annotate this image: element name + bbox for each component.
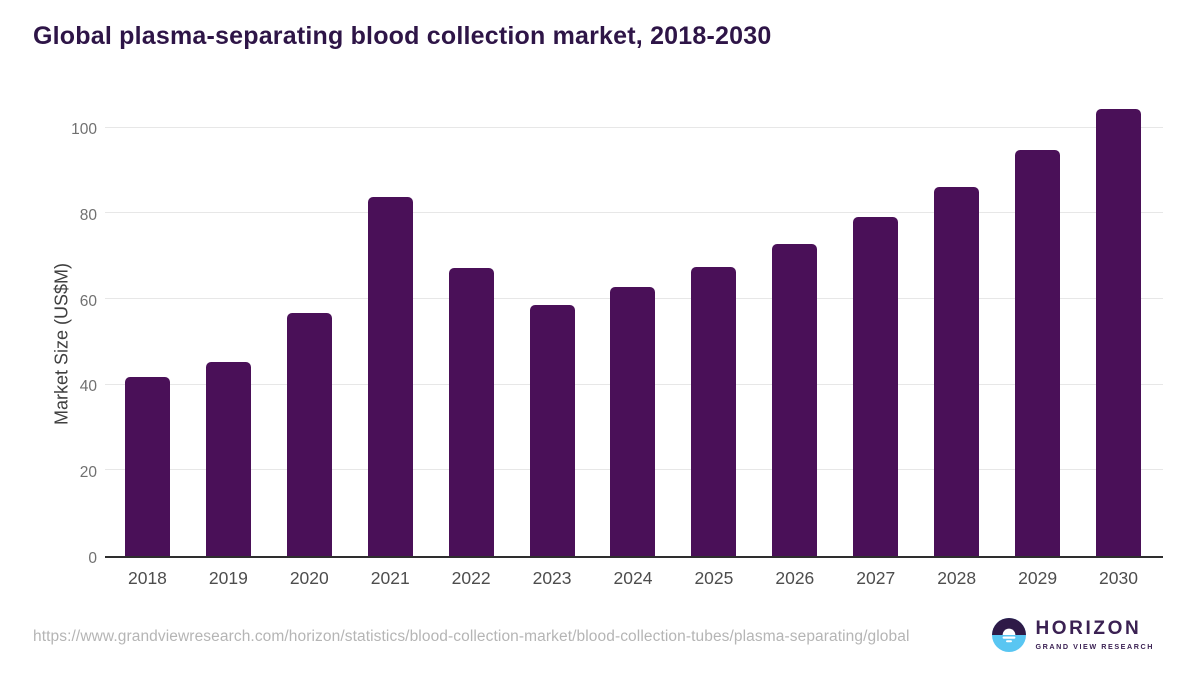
- x-label-2019: 2019: [208, 568, 248, 588]
- logo-subtitle: GRAND VIEW RESEARCH: [1035, 641, 1154, 651]
- x-label-2027: 2027: [856, 568, 896, 588]
- bar-column-2018: [107, 98, 188, 556]
- horizon-logo: HORIZON GRAND VIEW RESEARCH: [992, 618, 1154, 652]
- bar-column-2022: [431, 98, 512, 556]
- bar-column-2020: [269, 98, 350, 556]
- bar-2024: [610, 287, 656, 556]
- x-label-2021: 2021: [370, 568, 410, 588]
- horizon-sunset-icon: [992, 618, 1027, 652]
- y-tick-0: 0: [88, 549, 97, 567]
- bar-column-2029: [997, 98, 1078, 556]
- x-label-2023: 2023: [532, 568, 572, 588]
- bar-column-2021: [350, 98, 431, 556]
- logo-text: HORIZON GRAND VIEW RESEARCH: [1035, 618, 1154, 651]
- bar-2030: [1096, 109, 1142, 556]
- bar-2029: [1015, 150, 1061, 556]
- gridline-80: [105, 212, 1163, 214]
- x-label-2020: 2020: [289, 568, 329, 588]
- x-label-2030: 2030: [1099, 568, 1138, 588]
- y-tick-40: 40: [79, 377, 97, 395]
- chart-title: Global plasma-separating blood collectio…: [33, 22, 772, 50]
- bar-2021: [367, 196, 413, 556]
- x-axis-labels: 2018 2019 2020 2021 2022 2023 2024 2025 2026 2027…: [105, 568, 1163, 589]
- y-tick-80: 80: [79, 206, 97, 224]
- x-label-2024: 2024: [613, 568, 653, 588]
- y-axis-ticks: 0 20 40 60 80 100: [0, 98, 97, 565]
- bar-column-2028: [916, 98, 997, 556]
- bar-2026: [772, 244, 818, 556]
- y-tick-20: 20: [79, 463, 97, 481]
- bar-2025: [691, 267, 737, 556]
- source-url: https://www.grandviewresearch.com/horizo…: [33, 628, 910, 645]
- bar-column-2026: [754, 98, 835, 556]
- bar-column-2019: [188, 98, 269, 556]
- bar-column-2025: [673, 98, 754, 556]
- bar-2020: [286, 313, 332, 556]
- logo-name: HORIZON: [1035, 618, 1142, 640]
- bar-column-2023: [512, 98, 593, 556]
- bar-2028: [934, 186, 980, 556]
- y-tick-60: 60: [79, 292, 97, 310]
- x-label-2028: 2028: [937, 568, 977, 588]
- bar-column-2030: [1078, 98, 1159, 556]
- bar-2027: [853, 217, 899, 556]
- bar-column-2024: [593, 98, 674, 556]
- bar-2022: [448, 267, 494, 556]
- plot-area: [105, 98, 1163, 558]
- y-tick-100: 100: [71, 120, 97, 138]
- bar-2019: [205, 362, 251, 556]
- bar-column-2027: [835, 98, 916, 556]
- x-label-2022: 2022: [451, 568, 491, 588]
- bar-2023: [529, 305, 575, 556]
- x-label-2018: 2018: [127, 568, 167, 588]
- gridline-100: [105, 126, 1163, 128]
- x-label-2026: 2026: [775, 568, 815, 588]
- x-label-2025: 2025: [694, 568, 734, 588]
- bar-2018: [124, 377, 170, 556]
- x-label-2029: 2029: [1018, 568, 1058, 588]
- bars-row: [105, 98, 1163, 556]
